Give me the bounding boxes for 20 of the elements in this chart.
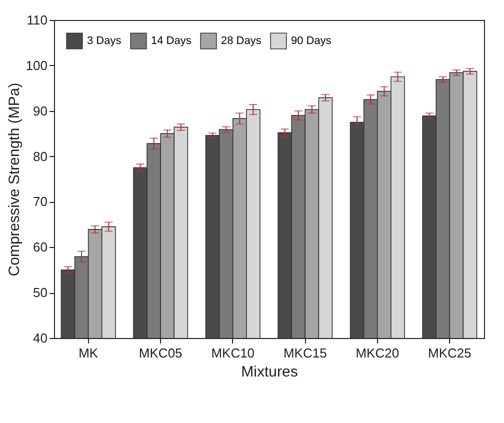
x-tick-label: MK [78, 346, 98, 360]
legend-label: 3 Days [87, 34, 122, 47]
legend-label: 14 Days [151, 34, 192, 47]
x-tick-label: MKC05 [138, 346, 182, 360]
legend-label: 90 Days [291, 34, 332, 47]
y-tick-label: 40 [33, 330, 48, 346]
x-tick-label: MKC15 [283, 346, 327, 360]
y-tick-label: 50 [33, 285, 48, 300]
x-tick-label: MKC20 [356, 346, 400, 360]
y-tick-label: 100 [26, 58, 48, 73]
x-tick-label: MKC10 [211, 346, 255, 360]
y-tick-label: 80 [33, 148, 48, 164]
y-tick-label: 70 [33, 194, 48, 210]
x-axis-title: Mixtures [241, 364, 298, 380]
y-tick-label: 110 [26, 12, 48, 28]
y-tick-label: 90 [33, 103, 48, 118]
legend-label: 28 Days [221, 34, 262, 47]
y-tick-label: 60 [33, 240, 48, 255]
x-tick-label: MKC25 [428, 346, 472, 360]
y-axis-title: Compressive Strength (MPa) [6, 82, 23, 276]
